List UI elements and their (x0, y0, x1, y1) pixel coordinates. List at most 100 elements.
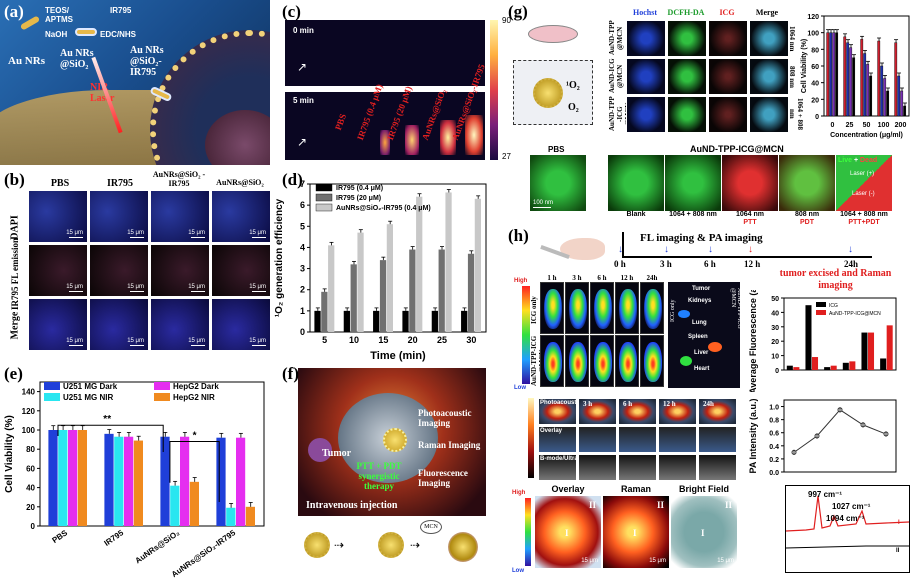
time-0-label: 0 min (293, 26, 314, 35)
b-scalebar (69, 291, 83, 292)
b-scale-label: 15 μm (188, 338, 205, 344)
mouse-cell-0-3 (615, 282, 639, 334)
legend-label: ICG (829, 303, 838, 309)
b-cell-2-2: 15 μm (150, 298, 210, 351)
divider (285, 86, 485, 92)
y-tick-label: 4 (300, 242, 305, 252)
y-tick-label: 1 (300, 306, 305, 316)
b-scalebar (130, 291, 144, 292)
col-aunrs-sio2-ir795: AuNRs@SiO₂ -IR795 (152, 170, 206, 188)
y-axis-label: PA Intensity (a.u.) (748, 398, 758, 473)
hot-spot-3 (440, 120, 456, 155)
panel-f-image: Tumor PTT + PDT synergistic therapy Phot… (298, 368, 486, 516)
b-cell-2-1: 15 μm (89, 298, 149, 351)
g-cell-2-0 (626, 96, 666, 133)
plus-label: + (852, 157, 860, 164)
raman-roman-ii: II (725, 500, 733, 510)
b-scalebar (191, 345, 205, 346)
timeline-time-4: 24h (844, 259, 859, 269)
legend-swatch (315, 203, 333, 212)
bar-1-1 (846, 42, 850, 117)
g-col-hoechst: Hochst (633, 8, 657, 17)
y-tick-label: 50 (771, 296, 779, 303)
y-tick-label: 80 (26, 445, 35, 454)
bar-1-0 (793, 367, 800, 370)
pa-label: Photoacoustic Imaging (418, 408, 472, 428)
y-tick-label: 40 (26, 484, 35, 493)
pa-cell-1-0: Overlay (538, 426, 577, 453)
y-tick-label: 100 (22, 426, 36, 435)
legend-label: U251 MG NIR (63, 393, 113, 402)
fl-high: High (514, 278, 528, 284)
bar-3-3 (245, 506, 255, 526)
mouse-cell-0-2 (590, 282, 614, 334)
dead-label: Dead (860, 157, 878, 164)
organ-side-a: ICG only (670, 299, 676, 323)
legend-swatch (154, 382, 170, 390)
bar-0-0 (826, 32, 830, 117)
organ-blob-3 (680, 356, 692, 366)
pa-cell-1-2 (618, 426, 657, 453)
nucleus (205, 110, 270, 165)
g-bottom-label-4: 1064 + 808 nm (840, 211, 888, 218)
synergy-label: PTT + PDT synergistic therapy (356, 461, 402, 491)
hot-spot-4 (465, 115, 483, 155)
raman-scale-label: 15 μm (649, 558, 666, 564)
g-bottom-label-3: 808 nm (794, 211, 820, 218)
y-tick-label: 40 (771, 310, 779, 317)
mouse-cell-1-1 (565, 335, 589, 387)
panel-a: TEOS/ APTMS NaOH IR795 EDC/NHS Au NRs Au… (0, 0, 270, 165)
panel-label-a: (a) (4, 2, 24, 21)
label-au-nrs-sio2: Au NRs @SiO₂ (60, 48, 94, 70)
fluor-label: Fluorescence Imaging (418, 468, 468, 488)
bar-1-0 (829, 32, 833, 117)
g-cell-2-2 (708, 96, 748, 133)
y-axis-label: Cell Viability (%) (801, 39, 808, 93)
y-tick-label: 30 (771, 325, 779, 332)
chart-h-fluorescence: 0 10 20 30 40 50 ICG AuND-TPP-ICG@MCN Average Fl… (748, 290, 897, 392)
legend-label: HepG2 NIR (173, 393, 215, 402)
g-schematic: ¹O₂ O₂ (508, 20, 598, 130)
mouse-cell-0-1 (565, 282, 589, 334)
sig-bracket-1 (57, 424, 164, 452)
col-aunrs-sio2: AuNRs@SiO₂ (216, 178, 264, 187)
pa-cell-0-3: 12 h (658, 398, 697, 425)
panel-label-h: (h) (508, 226, 529, 245)
y-tick-label: 0 (31, 522, 36, 531)
timeline-time-3: 12 h (744, 259, 761, 269)
legend-label: U251 MG Dark (63, 382, 118, 391)
raman-colorbar (525, 498, 531, 566)
bar-0-1 (805, 305, 812, 370)
organ-3: Spleen (688, 334, 708, 340)
lane-label-0: PBS (333, 112, 349, 132)
label-au-nrs: Au NRs (8, 55, 45, 67)
b-scale-label: 15 μm (188, 230, 205, 236)
colorbar-min: 27 (502, 152, 511, 161)
laser-on-label: Laser (+) (850, 171, 875, 177)
pa-cell-2-1 (578, 454, 617, 481)
b-scale-label: 15 μm (188, 284, 205, 290)
y-tick-label: 0 (775, 368, 779, 375)
fl-time-0: 1 h (547, 274, 557, 282)
mouse-body (544, 289, 562, 329)
iv-label: Intravenous injection (306, 500, 398, 511)
legend-swatch (816, 302, 826, 307)
bar-2-4 (445, 192, 452, 332)
raman-title-2: Bright Field (679, 484, 729, 494)
legend-swatch (315, 193, 333, 202)
panel-label-e: (e) (4, 364, 23, 383)
b-scale-label: 15 μm (249, 230, 266, 236)
tumor-blob (308, 438, 332, 462)
label-au-nrs-sio2-ir795: Au NRs @SiO₂- IR795 (130, 45, 164, 78)
bar-0-0 (786, 365, 793, 370)
mouse-body (544, 342, 562, 382)
x-tick-label: 15 (378, 335, 388, 345)
b-cell-0-3: 15 μm (211, 190, 271, 243)
timeline-time-0: 0 h (614, 259, 626, 269)
g-bottom-sub-2: PTT (743, 219, 757, 226)
bar-2-4 (900, 90, 904, 117)
fl-time-4: 24h (646, 274, 658, 282)
mouse-body (619, 289, 637, 329)
x-tick-label: 200 (895, 122, 907, 129)
g-side-0: 1064 nm (788, 26, 796, 52)
